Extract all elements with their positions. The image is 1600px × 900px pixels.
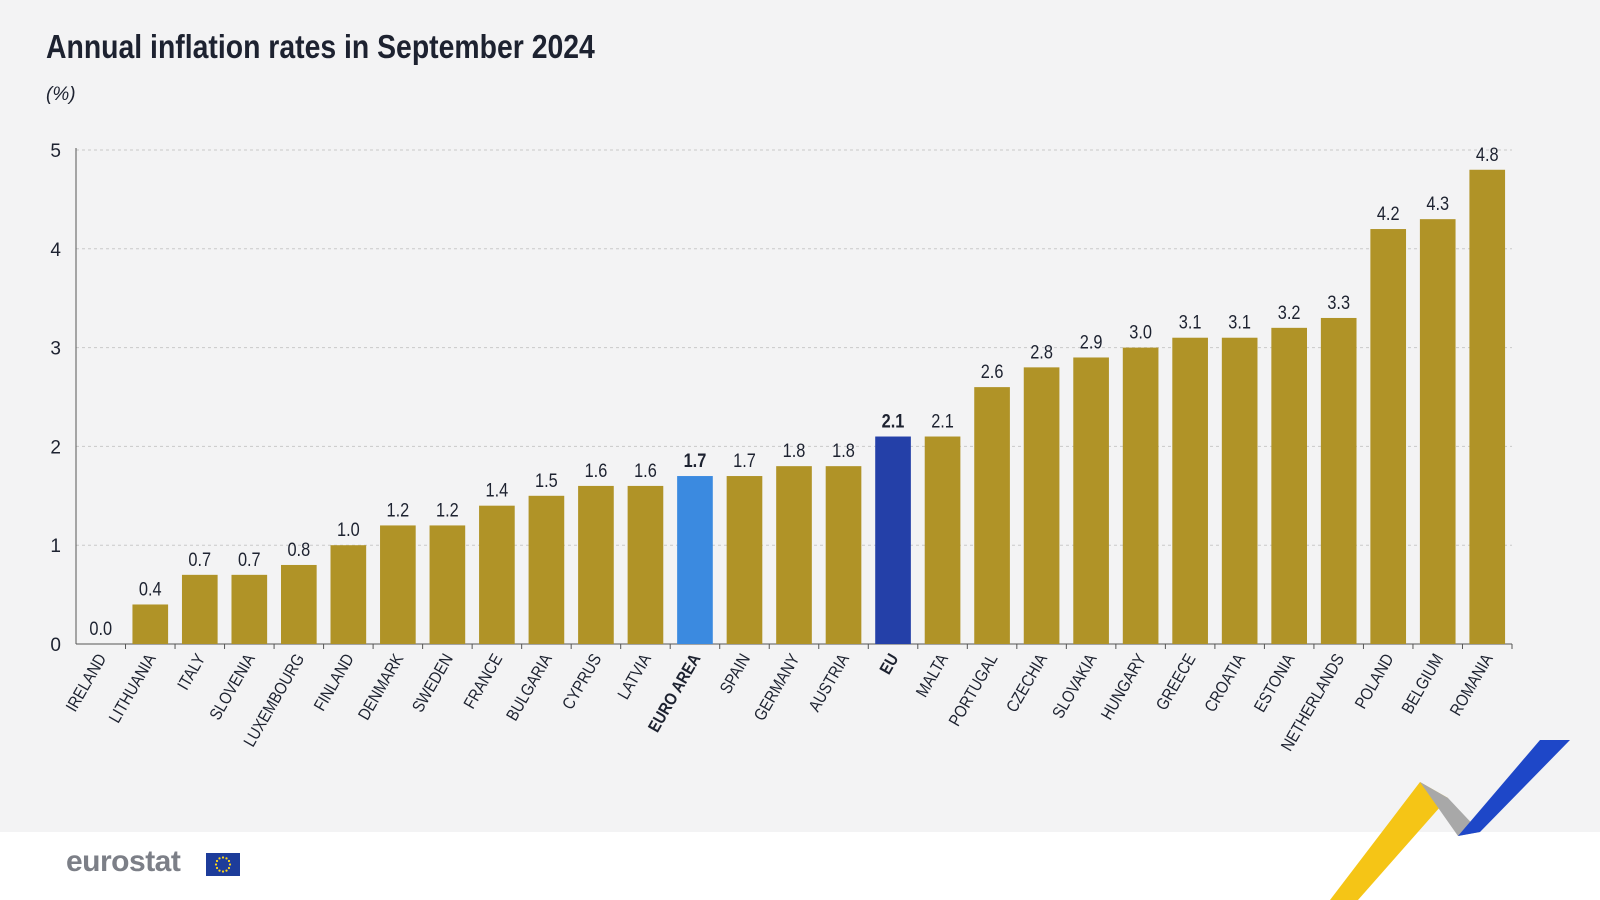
value-label-austria: 1.8 xyxy=(832,440,855,461)
bar-portugal xyxy=(974,387,1010,644)
bar-czechia xyxy=(1023,367,1060,644)
value-label-greece: 3.1 xyxy=(1179,312,1202,333)
category-label-czechia: CZECHIA xyxy=(1003,651,1051,716)
value-label-cyprus: 1.6 xyxy=(585,460,608,481)
category-label-austria: AUSTRIA xyxy=(806,651,854,715)
y-tick-label: 0 xyxy=(50,635,61,656)
y-tick-label: 4 xyxy=(50,240,61,261)
category-label-estonia: ESTONIA xyxy=(1251,651,1299,716)
bar-eu xyxy=(875,436,911,644)
value-label-croatia: 3.1 xyxy=(1228,312,1251,333)
bar-slovenia xyxy=(231,574,268,644)
bar-spain xyxy=(726,476,763,644)
unit-label: (%) xyxy=(46,84,76,105)
bar-denmark xyxy=(380,525,416,644)
category-label-finland: FINLAND xyxy=(311,651,358,714)
value-label-czechia: 2.8 xyxy=(1030,341,1053,362)
bar-luxembourg xyxy=(281,564,317,644)
category-label-spain: SPAIN xyxy=(717,651,754,697)
category-label-euro-area: EURO AREA xyxy=(645,651,705,736)
category-label-ireland: IRELAND xyxy=(63,651,110,715)
category-label-malta: MALTA xyxy=(913,651,952,701)
value-label-denmark: 1.2 xyxy=(387,499,410,520)
value-label-portugal: 2.6 xyxy=(981,361,1004,382)
bar-hungary xyxy=(1122,347,1159,644)
value-label-hungary: 3.0 xyxy=(1129,321,1152,342)
value-label-france: 1.4 xyxy=(486,480,509,501)
value-label-belgium: 4.3 xyxy=(1426,193,1449,214)
value-label-italy: 0.7 xyxy=(188,549,211,570)
category-label-slovenia: SLOVENIA xyxy=(207,651,260,724)
y-tick-label: 5 xyxy=(50,141,61,162)
eu-flag-icon xyxy=(206,853,240,876)
value-label-sweden: 1.2 xyxy=(436,499,459,520)
value-label-finland: 1.0 xyxy=(337,519,360,540)
value-label-malta: 2.1 xyxy=(931,410,954,431)
category-label-poland: POLAND xyxy=(1352,651,1398,712)
category-label-slovakia: SLOVAKIA xyxy=(1049,651,1101,722)
category-label-bulgaria: BULGARIA xyxy=(503,651,556,724)
y-tick-label: 1 xyxy=(50,536,61,557)
category-label-sweden: SWEDEN xyxy=(409,651,457,716)
value-label-latvia: 1.6 xyxy=(634,460,657,481)
chart-title: Annual inflation rates in September 2024 xyxy=(46,28,595,65)
bar-italy xyxy=(181,574,218,644)
value-label-germany: 1.8 xyxy=(783,440,806,461)
bar-belgium xyxy=(1419,219,1456,644)
category-label-cyprus: CYPRUS xyxy=(559,651,605,713)
category-label-belgium: BELGIUM xyxy=(1399,651,1448,717)
y-tick-label: 3 xyxy=(50,339,61,360)
bar-greece xyxy=(1172,337,1208,644)
value-label-ireland: 0.0 xyxy=(89,618,112,639)
bar-bulgaria xyxy=(528,495,565,644)
value-label-slovakia: 2.9 xyxy=(1080,331,1103,352)
bar-slovakia xyxy=(1073,357,1109,644)
bar-netherlands xyxy=(1320,317,1357,644)
value-label-netherlands: 3.3 xyxy=(1327,292,1350,313)
bar-france xyxy=(479,505,515,644)
bar-germany xyxy=(776,466,812,644)
bar-croatia xyxy=(1221,337,1258,644)
bar-euro-area xyxy=(677,476,713,644)
bar-sweden xyxy=(429,525,466,644)
value-label-bulgaria: 1.5 xyxy=(535,470,558,491)
category-label-germany: GERMANY xyxy=(751,651,804,724)
value-label-euro-area: 1.7 xyxy=(684,450,707,471)
bar-estonia xyxy=(1271,327,1307,644)
y-tick-label: 2 xyxy=(50,437,61,458)
category-label-portugal: PORTUGAL xyxy=(946,651,1002,730)
value-label-romania: 4.8 xyxy=(1476,144,1499,165)
category-label-romania: ROMANIA xyxy=(1447,651,1497,720)
value-label-estonia: 3.2 xyxy=(1278,302,1301,323)
value-label-luxembourg: 0.8 xyxy=(287,539,310,560)
bar-austria xyxy=(825,466,862,644)
bar-poland xyxy=(1370,229,1407,645)
value-label-slovenia: 0.7 xyxy=(238,549,261,570)
bar-chart: 0 1 2 3 4 5 0.0 IRELAND 0.4 LITHUANIA 0.7 ITALY 0.7 S… xyxy=(50,141,1513,754)
bar-finland xyxy=(330,545,367,644)
value-label-spain: 1.7 xyxy=(733,450,756,471)
bar-lithuania xyxy=(132,604,169,644)
decorative-ribbon-icon xyxy=(1330,740,1570,900)
category-label-hungary: HUNGARY xyxy=(1098,651,1150,723)
category-label-italy: ITALY xyxy=(175,651,210,694)
bar-cyprus xyxy=(578,485,614,644)
value-label-poland: 4.2 xyxy=(1377,203,1400,224)
category-label-latvia: LATVIA xyxy=(615,651,656,703)
bar-latvia xyxy=(627,485,664,644)
bar-malta xyxy=(924,436,961,644)
category-label-lithuania: LITHUANIA xyxy=(106,651,160,727)
category-label-croatia: CROATIA xyxy=(1202,651,1250,716)
category-label-denmark: DENMARK xyxy=(355,651,408,724)
bar-romania xyxy=(1469,169,1506,644)
footer-bar xyxy=(0,832,1600,900)
category-label-eu: EU xyxy=(877,651,903,678)
category-label-greece: GREECE xyxy=(1153,651,1200,714)
category-label-france: FRANCE xyxy=(461,651,507,712)
value-label-eu: 2.1 xyxy=(882,410,905,431)
eurostat-logo: eurostat xyxy=(66,845,181,878)
value-label-lithuania: 0.4 xyxy=(139,578,162,599)
